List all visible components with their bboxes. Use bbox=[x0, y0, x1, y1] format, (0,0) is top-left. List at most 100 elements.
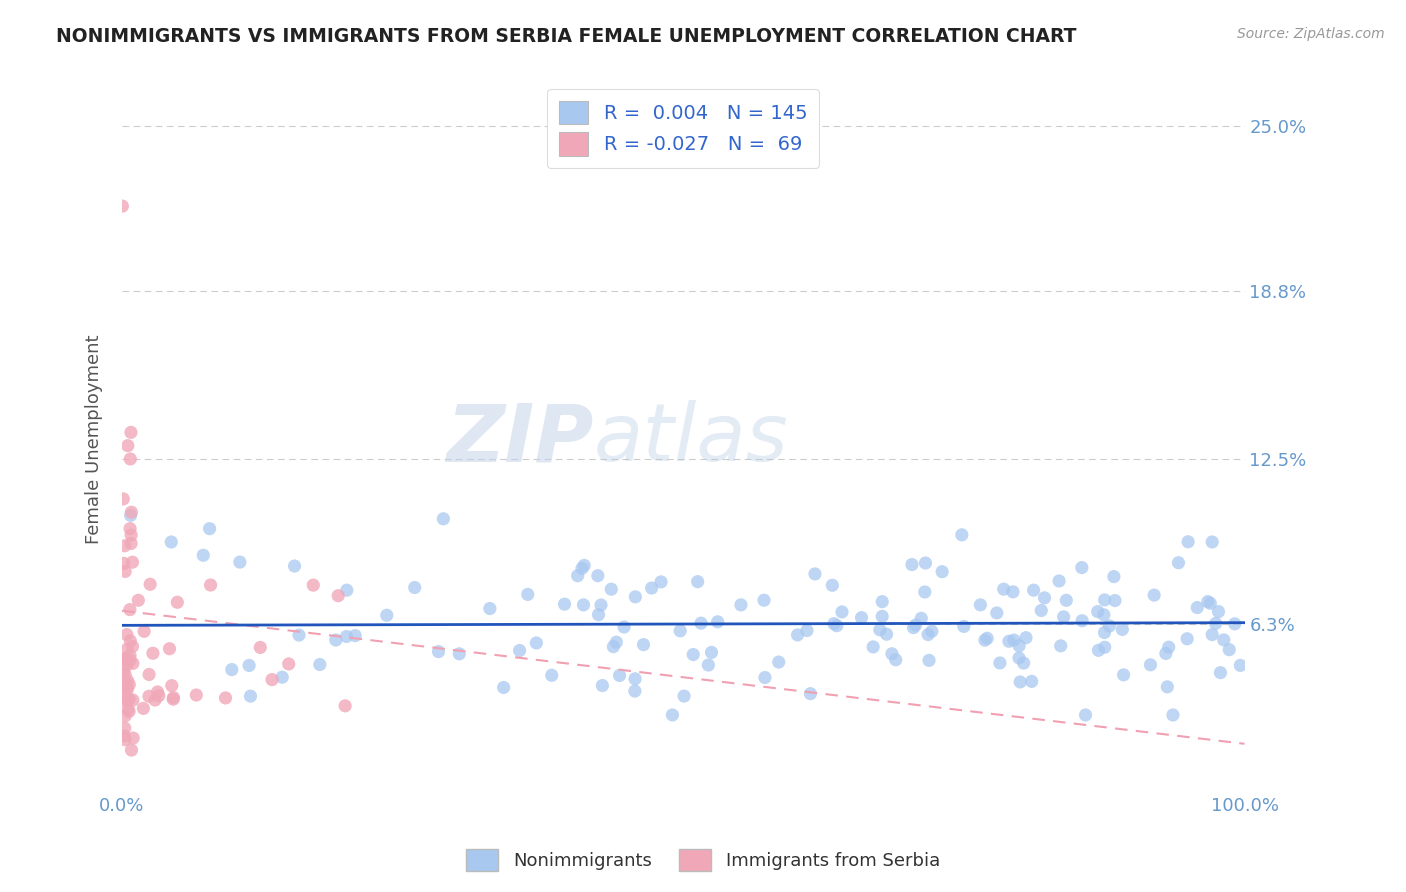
Point bbox=[118, 678, 141, 692]
Point bbox=[139, 577, 162, 591]
Point bbox=[115, 681, 138, 695]
Point bbox=[146, 685, 169, 699]
Point bbox=[1201, 627, 1223, 641]
Point bbox=[1175, 632, 1198, 646]
Point bbox=[138, 667, 160, 681]
Point bbox=[117, 439, 139, 453]
Point bbox=[229, 555, 252, 569]
Point bbox=[786, 628, 808, 642]
Point bbox=[588, 607, 610, 622]
Point bbox=[112, 557, 135, 571]
Point bbox=[160, 535, 183, 549]
Point bbox=[1070, 560, 1092, 574]
Point bbox=[148, 689, 170, 703]
Legend: R =  0.004   N = 145, R = -0.027   N =  69: R = 0.004 N = 145, R = -0.027 N = 69 bbox=[547, 89, 820, 168]
Point bbox=[605, 635, 627, 649]
Point bbox=[1223, 616, 1246, 631]
Point bbox=[344, 629, 367, 643]
Point bbox=[931, 565, 953, 579]
Point bbox=[308, 657, 330, 672]
Point bbox=[122, 731, 145, 745]
Legend: Nonimmigrants, Immigrants from Serbia: Nonimmigrants, Immigrants from Serbia bbox=[458, 842, 948, 879]
Point bbox=[640, 581, 662, 595]
Point bbox=[114, 732, 136, 747]
Point bbox=[624, 590, 647, 604]
Point bbox=[134, 624, 156, 639]
Point bbox=[122, 657, 145, 671]
Point bbox=[567, 568, 589, 582]
Point bbox=[700, 645, 723, 659]
Point bbox=[121, 555, 143, 569]
Point bbox=[1008, 651, 1031, 665]
Point bbox=[1177, 534, 1199, 549]
Point bbox=[669, 624, 692, 638]
Point bbox=[288, 628, 311, 642]
Point bbox=[974, 633, 997, 648]
Point bbox=[661, 708, 683, 723]
Point bbox=[277, 657, 299, 671]
Point bbox=[120, 508, 142, 523]
Point bbox=[478, 601, 501, 615]
Point bbox=[917, 627, 939, 641]
Point bbox=[914, 556, 936, 570]
Point bbox=[1094, 640, 1116, 655]
Point bbox=[880, 647, 903, 661]
Point bbox=[876, 627, 898, 641]
Point bbox=[988, 656, 1011, 670]
Point bbox=[221, 663, 243, 677]
Point bbox=[115, 652, 138, 666]
Point bbox=[1098, 619, 1121, 633]
Point bbox=[120, 425, 142, 440]
Point bbox=[260, 673, 283, 687]
Point bbox=[302, 578, 325, 592]
Point bbox=[142, 646, 165, 660]
Point bbox=[921, 624, 943, 639]
Point bbox=[1154, 647, 1177, 661]
Point bbox=[613, 620, 636, 634]
Point bbox=[449, 647, 471, 661]
Point bbox=[903, 621, 925, 635]
Point bbox=[121, 743, 143, 757]
Point bbox=[1022, 583, 1045, 598]
Point bbox=[118, 602, 141, 616]
Text: NONIMMIGRANTS VS IMMIGRANTS FROM SERBIA FEMALE UNEMPLOYMENT CORRELATION CHART: NONIMMIGRANTS VS IMMIGRANTS FROM SERBIA … bbox=[56, 27, 1077, 45]
Point bbox=[1092, 607, 1115, 622]
Point bbox=[1094, 625, 1116, 640]
Point bbox=[910, 611, 932, 625]
Point bbox=[796, 624, 818, 638]
Point bbox=[117, 702, 139, 716]
Point bbox=[162, 692, 184, 706]
Point bbox=[112, 729, 135, 743]
Point bbox=[976, 632, 998, 646]
Point bbox=[650, 574, 672, 589]
Point bbox=[404, 581, 426, 595]
Point bbox=[953, 619, 976, 633]
Point bbox=[602, 640, 624, 654]
Point bbox=[697, 658, 720, 673]
Point bbox=[1208, 605, 1230, 619]
Point bbox=[335, 630, 357, 644]
Point bbox=[624, 672, 647, 686]
Point bbox=[115, 652, 138, 666]
Point bbox=[114, 652, 136, 666]
Point bbox=[120, 505, 142, 519]
Point bbox=[901, 558, 924, 572]
Point bbox=[120, 653, 142, 667]
Point bbox=[114, 539, 136, 553]
Point bbox=[120, 528, 142, 542]
Point bbox=[114, 565, 136, 579]
Point bbox=[993, 582, 1015, 596]
Point bbox=[120, 452, 142, 467]
Point bbox=[120, 633, 142, 648]
Point bbox=[118, 522, 141, 536]
Point bbox=[115, 694, 138, 708]
Point bbox=[193, 549, 215, 563]
Point bbox=[132, 701, 155, 715]
Point bbox=[804, 566, 827, 581]
Point bbox=[375, 608, 398, 623]
Point bbox=[1049, 639, 1071, 653]
Point bbox=[427, 645, 450, 659]
Point bbox=[1167, 556, 1189, 570]
Point bbox=[1033, 591, 1056, 605]
Y-axis label: Female Unemployment: Female Unemployment bbox=[86, 334, 103, 544]
